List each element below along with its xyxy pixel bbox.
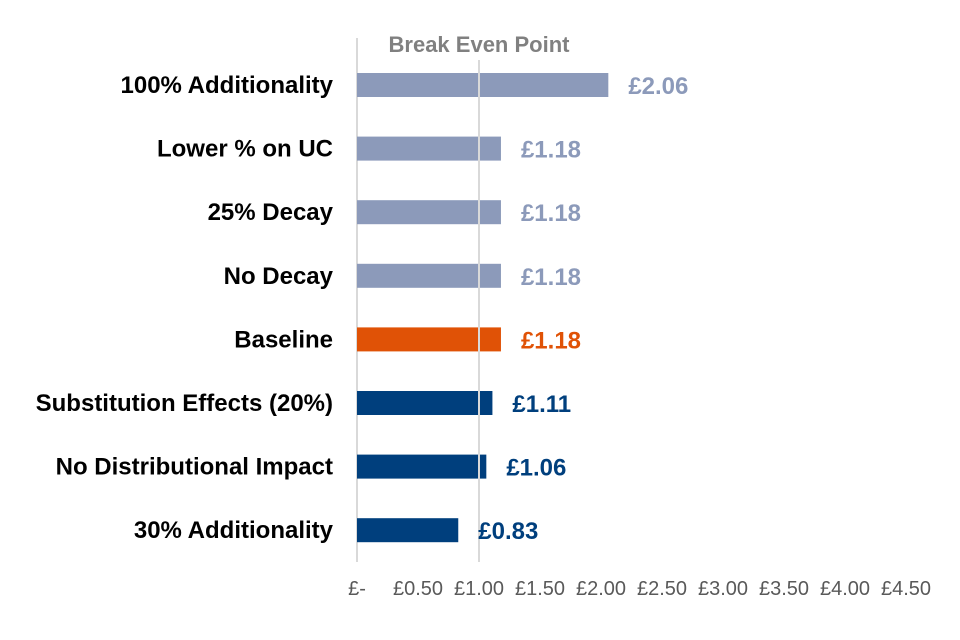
data-label: £1.06 xyxy=(506,455,566,482)
x-tick-label: £1.50 xyxy=(515,578,565,600)
break-even-label: Break Even Point xyxy=(389,32,571,57)
bar xyxy=(357,518,459,543)
category-label: No Distributional Impact xyxy=(56,454,333,481)
category-label: Baseline xyxy=(234,326,333,353)
data-label: £1.18 xyxy=(521,327,581,354)
x-tick-label: £- xyxy=(348,578,366,600)
category-label: 100% Additionality xyxy=(121,72,334,99)
bar xyxy=(357,454,487,479)
x-tick-label: £2.00 xyxy=(576,578,626,600)
x-tick-label: £2.50 xyxy=(637,578,687,600)
data-label: £1.18 xyxy=(521,264,581,291)
category-label: No Decay xyxy=(224,263,334,290)
data-label: £1.18 xyxy=(521,137,581,164)
data-label: £0.83 xyxy=(478,518,538,545)
category-label: 30% Additionality xyxy=(134,517,334,544)
data-label: £1.18 xyxy=(521,200,581,227)
x-tick-label: £3.50 xyxy=(759,578,809,600)
x-tick-label: £4.50 xyxy=(881,578,931,600)
category-label: Lower % on UC xyxy=(157,136,333,163)
category-label: 25% Decay xyxy=(208,199,334,226)
x-tick-label: £0.50 xyxy=(393,578,443,600)
bar xyxy=(357,73,609,97)
x-tick-label: £4.00 xyxy=(820,578,870,600)
bar xyxy=(357,263,501,288)
category-label: Substitution Effects (20%) xyxy=(36,390,333,417)
data-label: £1.11 xyxy=(512,391,571,418)
bar xyxy=(357,327,501,352)
bar xyxy=(357,391,493,415)
x-tick-label: £3.00 xyxy=(698,578,748,600)
data-label: £2.06 xyxy=(628,73,688,100)
bar xyxy=(357,136,501,161)
x-tick-label: £1.00 xyxy=(454,578,504,600)
bar xyxy=(357,200,501,225)
